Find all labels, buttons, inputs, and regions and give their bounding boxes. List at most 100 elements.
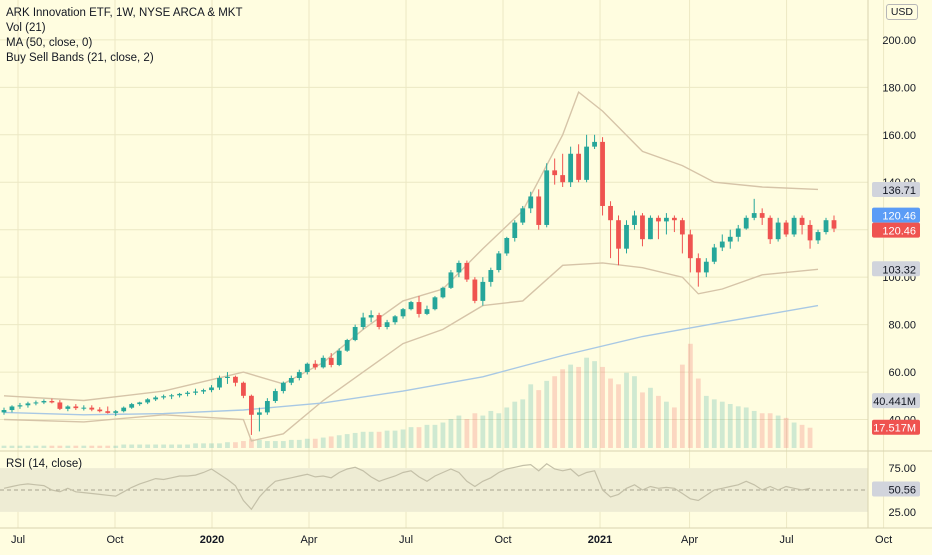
candle-body <box>432 297 438 310</box>
volume-bar <box>600 366 605 448</box>
volume-bar <box>89 445 95 448</box>
candle-body <box>815 232 821 241</box>
candle-body <box>640 215 645 240</box>
candle-body <box>129 404 135 408</box>
time-tick-label: Jul <box>11 534 25 546</box>
candle-body <box>376 315 382 327</box>
volume-badge-last: 17.517M <box>873 423 916 435</box>
volume-bar <box>161 444 167 448</box>
candle-body <box>624 224 629 249</box>
volume-bar <box>560 369 566 448</box>
candle-body <box>41 401 47 403</box>
candle-body <box>296 372 302 378</box>
volume-bar <box>536 390 542 448</box>
volume-bar <box>209 443 214 448</box>
volume-bar <box>17 445 23 448</box>
volume-bar <box>129 444 135 448</box>
volume-bar <box>480 415 486 448</box>
candle-body <box>496 253 502 271</box>
chart-title[interactable]: ARK Innovation ETF, 1W, NYSE ARCA & MKT <box>6 7 243 19</box>
volume-bar <box>616 384 621 448</box>
volume-bars <box>1 343 813 448</box>
candle-body <box>568 153 574 183</box>
candle-body <box>201 390 206 392</box>
indicator-volume[interactable]: Vol (21) <box>6 22 46 34</box>
buy-sell-bands <box>3 90 819 442</box>
candle-body <box>584 146 589 180</box>
candle-body <box>759 213 765 218</box>
volume-bar <box>177 444 182 448</box>
time-tick-label: 2020 <box>200 534 224 546</box>
time-tick-label: Jul <box>780 534 794 546</box>
volume-bar <box>767 413 773 448</box>
volume-bar <box>272 441 278 448</box>
volume-bar <box>608 378 613 448</box>
candle-body <box>799 217 805 225</box>
candle-body <box>656 217 661 222</box>
volume-bar <box>336 435 342 448</box>
volume-bar <box>735 406 741 448</box>
candle-body <box>280 382 286 392</box>
volume-bar <box>97 445 103 448</box>
volume-bar <box>249 438 254 448</box>
volume-bar <box>280 441 286 448</box>
candle-body <box>272 391 278 402</box>
candlesticks <box>1 134 837 435</box>
volume-bar <box>384 430 390 448</box>
rsi-legend[interactable]: RSI (14, close) <box>6 458 83 470</box>
volume-bar <box>528 384 534 448</box>
rsi-line <box>3 463 811 511</box>
time-tick-label: Oct <box>875 534 892 546</box>
volume-bar <box>727 404 733 448</box>
indicator-bands[interactable]: Buy Sell Bands (21, close, 2) <box>6 52 154 64</box>
price-badge-upper-band-bg <box>872 182 920 198</box>
candle-body <box>392 316 398 323</box>
candle-body <box>536 196 542 225</box>
currency-button[interactable]: USD <box>885 4 918 20</box>
volume-bar <box>584 357 589 448</box>
volume-bar <box>544 380 550 448</box>
volume-bar <box>624 372 629 448</box>
gridlines <box>0 0 885 528</box>
volume-bar <box>41 445 47 448</box>
candle-body <box>17 405 23 407</box>
time-tick-label: Apr <box>300 534 317 546</box>
volume-bar <box>49 445 55 448</box>
volume-bar <box>217 443 222 448</box>
candle-body <box>336 350 342 365</box>
volume-bar <box>169 444 174 448</box>
volume-bar <box>1 445 7 448</box>
candle-body <box>783 222 789 235</box>
candle-body <box>400 309 406 317</box>
volume-bar <box>360 431 366 448</box>
candle-body <box>169 395 174 397</box>
candle-body <box>751 213 757 218</box>
volume-bar <box>807 427 813 448</box>
time-tick-label: 2021 <box>588 534 612 546</box>
candle-body <box>767 217 773 240</box>
price-badge-last-bg <box>872 207 920 223</box>
candle-body <box>33 402 39 404</box>
price-badge-upper-band: 136.71 <box>882 185 916 197</box>
price-tick-label: 200.00 <box>882 35 916 47</box>
volume-bar <box>679 364 685 448</box>
candle-body <box>592 141 597 147</box>
upper-band-line <box>3 90 819 402</box>
indicator-ma[interactable]: MA (50, close, 0) <box>6 37 93 49</box>
candle-body <box>831 220 837 229</box>
volume-bar <box>775 415 781 448</box>
volume-bar <box>81 445 87 448</box>
volume-bar <box>687 343 693 448</box>
candle-body <box>137 402 143 405</box>
candle-body <box>177 393 182 396</box>
candle-body <box>600 141 605 206</box>
volume-bar <box>640 392 645 448</box>
volume-bar <box>664 401 669 448</box>
candle-body <box>9 406 15 411</box>
candle-body <box>791 217 797 235</box>
candle-body <box>81 407 87 409</box>
volume-bar <box>9 445 15 448</box>
candle-body <box>328 357 334 365</box>
